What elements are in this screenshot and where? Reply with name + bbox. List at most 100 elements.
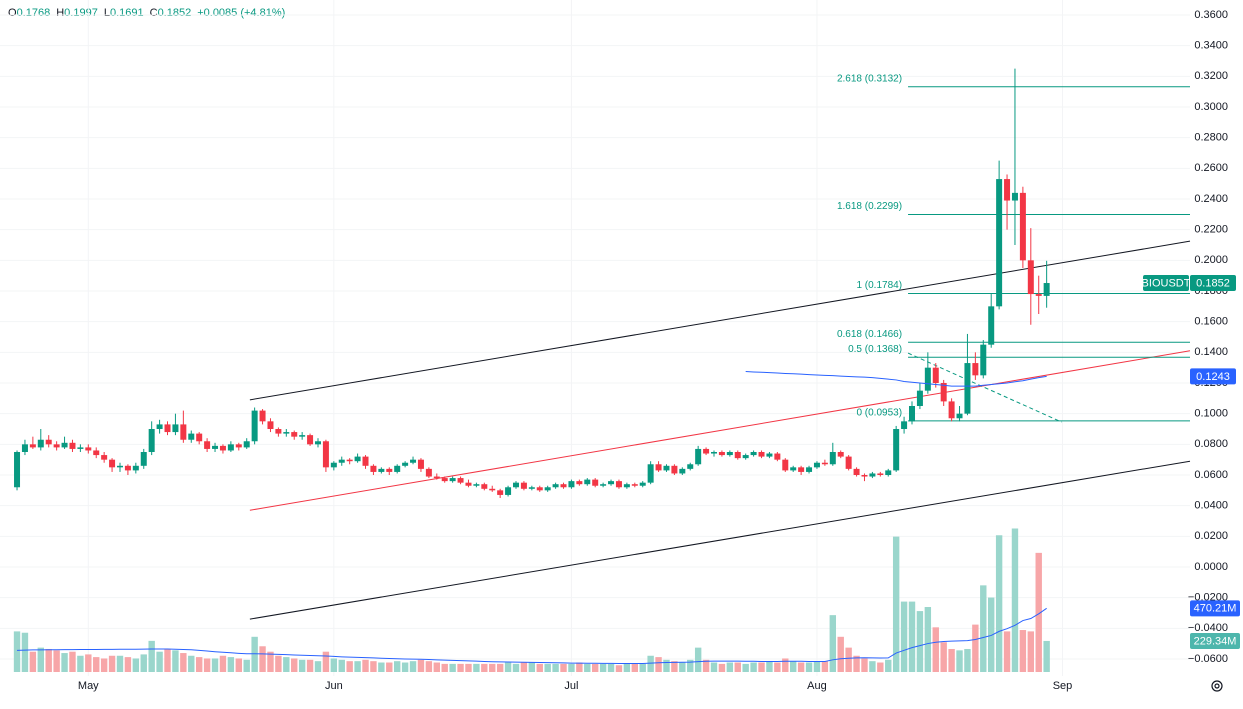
candle-body	[893, 429, 900, 471]
candle-body	[711, 452, 717, 454]
volume-bar	[85, 654, 92, 672]
fib-label: 2.618 (0.3132)	[837, 73, 902, 84]
volume-bar	[425, 661, 433, 672]
candle-body	[330, 462, 337, 468]
volume-bar	[892, 536, 900, 672]
candle-body	[45, 439, 52, 445]
candle-body	[188, 433, 195, 440]
volume-bar	[465, 663, 472, 672]
volume-bar	[995, 535, 1003, 672]
candle-body	[774, 453, 781, 460]
volume-bar	[956, 650, 963, 672]
volume-bar	[821, 661, 829, 672]
volume-bar	[591, 663, 599, 672]
volume-bar	[861, 658, 868, 672]
volume-bar	[750, 662, 757, 672]
volume-bar	[69, 651, 76, 672]
volume-bar	[188, 655, 195, 672]
candle-body	[235, 444, 242, 448]
fib-label: 1 (0.1784)	[856, 280, 902, 291]
ohlc-item: O0.1768	[8, 7, 50, 19]
candle-body	[505, 487, 512, 495]
volume-bar	[203, 658, 211, 672]
gear-inner[interactable]	[1214, 683, 1220, 689]
volume-bar	[924, 607, 932, 672]
volume-bar	[639, 663, 646, 672]
candle-body	[798, 467, 805, 472]
y-tick-label: 0.3400	[1194, 40, 1228, 52]
candle-body	[14, 452, 21, 488]
ohlc-value: 0.1691	[109, 7, 144, 19]
volume-bar	[53, 650, 60, 672]
volume-bar	[916, 611, 924, 672]
candle-body	[61, 442, 68, 448]
candle-body	[299, 435, 306, 437]
candle-body	[980, 344, 987, 376]
candle-body	[512, 482, 519, 488]
candle-body	[386, 468, 393, 472]
y-tick-label: 0.0800	[1194, 438, 1228, 450]
candle-body	[449, 478, 456, 482]
candle-body	[750, 452, 757, 456]
volume-bar	[45, 648, 52, 672]
candle-body	[410, 459, 417, 463]
candle-body	[845, 456, 852, 469]
price-tag: 0.1243	[1196, 371, 1230, 383]
x-tick-label: Aug	[807, 680, 827, 692]
candle-body	[639, 482, 646, 486]
candle-body	[433, 476, 440, 479]
volume-bar	[758, 662, 765, 672]
volume-bar	[599, 663, 607, 672]
candle-body	[544, 487, 551, 491]
y-tick-label: 0.3600	[1194, 9, 1228, 21]
candle-body	[140, 452, 147, 466]
candle-body	[718, 452, 725, 456]
gear-outer[interactable]	[1211, 680, 1223, 692]
candle-body	[600, 484, 607, 486]
volume-bar	[386, 662, 393, 672]
volume-bar	[885, 659, 892, 672]
candle-body	[180, 424, 187, 440]
ohlc-item: L0.1691	[104, 7, 144, 19]
volume-bar	[29, 651, 37, 672]
volume-bar	[195, 657, 203, 672]
candle-body	[132, 465, 139, 471]
candle-body	[782, 459, 789, 471]
dashed-line	[907, 352, 1062, 423]
trendline	[249, 350, 1191, 511]
candle-body	[307, 435, 314, 445]
candle-body	[227, 444, 234, 451]
volume-bar	[774, 662, 781, 672]
candle-body	[378, 468, 385, 472]
candle-body	[766, 453, 773, 457]
candle-body	[631, 484, 638, 486]
candle-body	[314, 441, 321, 445]
volume-bar	[330, 658, 338, 672]
volume-bar	[291, 658, 298, 672]
volume-bar	[148, 640, 155, 672]
candle-body	[758, 452, 765, 457]
candle-body	[251, 410, 258, 442]
candle-body	[948, 401, 955, 419]
candle-body	[837, 452, 844, 457]
volume-ma-line	[17, 607, 1047, 664]
candle-body	[101, 455, 108, 460]
candle-body	[940, 383, 947, 402]
volume-bar	[702, 659, 710, 672]
volume-bar	[576, 662, 583, 672]
ohlc-key: C	[149, 7, 158, 19]
volume-bar	[219, 655, 227, 672]
candle-body	[829, 452, 836, 465]
volume-bar	[631, 663, 638, 672]
fib-label: 1.618 (0.2299)	[837, 201, 902, 212]
volume-bar	[259, 646, 266, 672]
candle-body	[362, 456, 369, 466]
settings-icon[interactable]	[1211, 680, 1223, 692]
volume-bar	[948, 648, 955, 672]
volume-bar	[441, 663, 448, 672]
volume-bar	[829, 615, 837, 672]
candle-body	[473, 484, 480, 486]
volume-bar	[211, 658, 219, 672]
y-tick-label: 0.0400	[1194, 500, 1228, 512]
y-tick-label: 0.1000	[1194, 408, 1228, 420]
